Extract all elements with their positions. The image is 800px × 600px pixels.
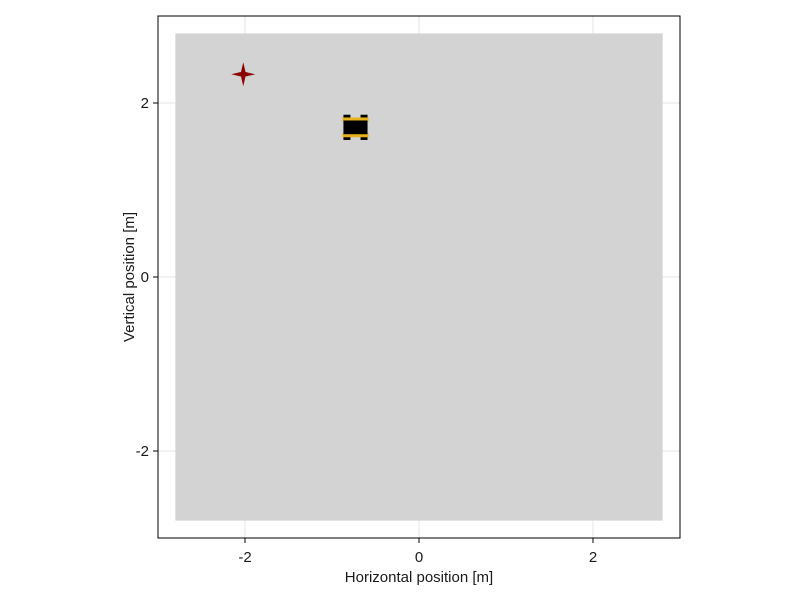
robot-wheel-0 — [343, 114, 351, 119]
robot-top-strip — [342, 117, 369, 122]
y-tick-label-2: 2 — [141, 95, 149, 112]
x-tick-label-1: 0 — [415, 549, 423, 566]
robot-marker — [342, 114, 369, 140]
target-star-marker — [231, 62, 256, 87]
y-tick-label-0: -2 — [136, 443, 149, 460]
x-axis-label: Horizontal position [m] — [345, 569, 493, 586]
robot-wheel-2 — [343, 136, 351, 140]
robot-body — [343, 120, 368, 135]
x-tick-label-0: -2 — [238, 549, 251, 566]
arena-area — [175, 33, 663, 521]
robot-bottom-strip — [342, 133, 369, 138]
axis-ticks: -2 0 2 -2 0 2 — [136, 95, 598, 566]
robot-wheel-3 — [360, 136, 368, 140]
y-tick-label-1: 0 — [141, 269, 149, 286]
y-axis-label: Vertical position [m] — [121, 212, 138, 342]
x-tick-label-2: 2 — [589, 549, 597, 566]
robot-wheel-1 — [360, 114, 368, 119]
plot-marks — [231, 62, 369, 140]
